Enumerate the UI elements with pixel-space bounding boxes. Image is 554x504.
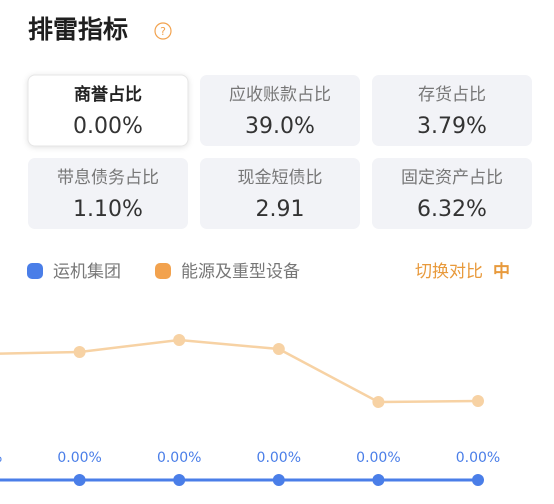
- value-label: 0.00%: [456, 450, 500, 466]
- value-label: 0.00%: [257, 450, 301, 466]
- metric-label: 固定资产占比: [401, 168, 503, 188]
- series-point: [272, 474, 285, 486]
- series-point: [272, 343, 285, 355]
- series-point: [372, 474, 385, 486]
- series-point: [73, 346, 86, 358]
- metric-value: 6.32%: [417, 197, 487, 222]
- series-point: [472, 474, 484, 486]
- metric-value: 1.10%: [73, 197, 143, 222]
- series-point: [73, 474, 86, 486]
- compare-toggle[interactable]: 切换对比: [415, 262, 483, 282]
- value-label: 0.00%: [356, 450, 400, 466]
- metric-value: 39.0%: [245, 114, 315, 139]
- metric-value: 0.00%: [73, 114, 143, 139]
- series-line: [0, 338, 479, 404]
- metric-card[interactable]: [200, 75, 360, 146]
- series-point: [372, 396, 385, 408]
- value-label: 0.00%: [157, 450, 201, 466]
- legend-marker: [27, 263, 43, 279]
- metric-label: 商誉占比: [74, 84, 142, 105]
- metric-card[interactable]: [200, 158, 360, 229]
- metric-value: 3.79%: [417, 114, 487, 139]
- metric-card[interactable]: [27, 74, 189, 147]
- help-icon[interactable]: ?: [160, 25, 166, 38]
- metric-card[interactable]: [28, 158, 188, 229]
- metric-label: 现金短债比: [238, 168, 323, 188]
- metric-value: 2.91: [256, 197, 305, 222]
- metric-card[interactable]: [372, 158, 532, 229]
- value-label: 0.00%: [57, 450, 101, 466]
- series-point: [173, 334, 186, 346]
- metric-label: 带息债务占比: [57, 168, 159, 188]
- legend-label: 运机集团: [53, 262, 121, 282]
- page-title: 排雷指标: [28, 15, 128, 44]
- compare-icon[interactable]: 中: [493, 261, 510, 282]
- metric-label: 应收账款占比: [229, 85, 331, 105]
- help-icon-ring: [154, 22, 172, 40]
- series-point: [173, 474, 186, 486]
- metric-card[interactable]: [372, 75, 532, 146]
- legend-label: 能源及重型设备: [181, 262, 300, 282]
- value-label: 0.00%: [0, 450, 2, 466]
- legend-marker: [155, 263, 171, 279]
- series-point: [472, 395, 484, 407]
- metric-label: 存货占比: [418, 85, 486, 105]
